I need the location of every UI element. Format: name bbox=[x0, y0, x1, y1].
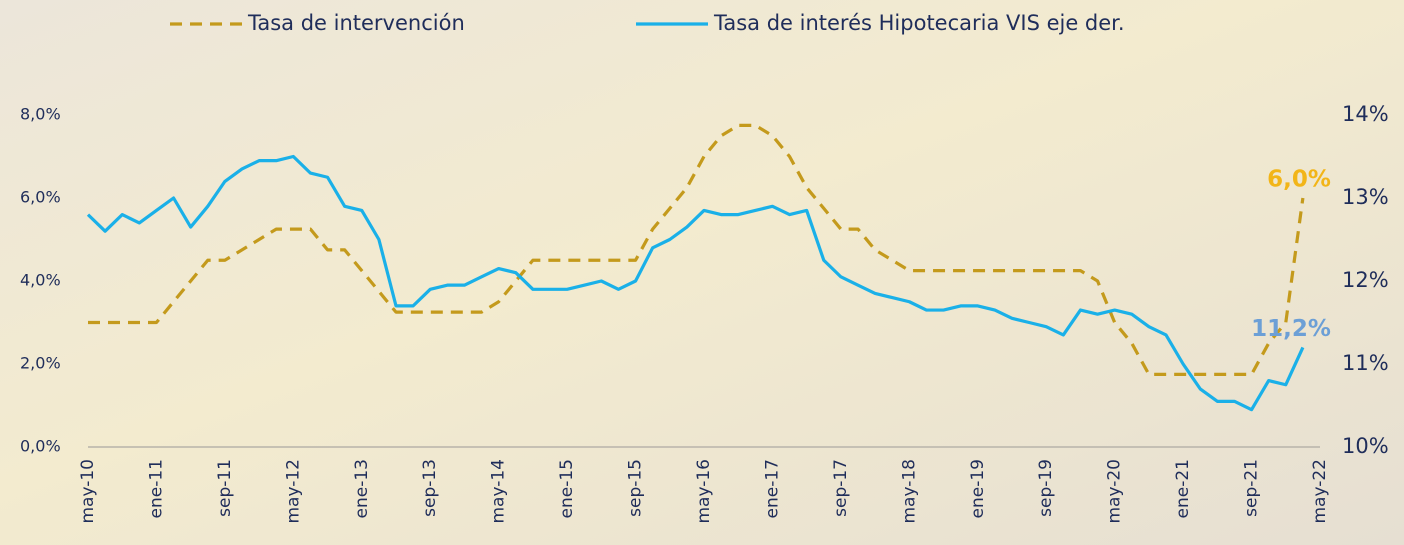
x-tick-label: sep-11 bbox=[215, 459, 235, 517]
y2-tick-label: 12% bbox=[1342, 268, 1389, 292]
y-tick-label: 2,0% bbox=[20, 354, 61, 373]
data-label: 6,0% bbox=[1267, 167, 1331, 193]
x-tick-label: may-18 bbox=[899, 459, 919, 524]
x-tick-label: may-16 bbox=[694, 459, 714, 524]
chart: 0,0% 2,0% 4,0% 6,0% 8,0% 10% 11% 12% 13% 14% may-1… bbox=[0, 0, 1404, 545]
x-tick-label: sep-19 bbox=[1036, 459, 1056, 517]
x-tick-label: may-20 bbox=[1105, 459, 1125, 524]
x-tick-label: sep-13 bbox=[420, 459, 440, 517]
y2-tick-label: 10% bbox=[1342, 434, 1389, 458]
y-tick-label: 8,0% bbox=[20, 105, 61, 124]
legend-label: Tasa de interés Hipotecaria VIS eje der. bbox=[713, 11, 1125, 35]
x-tick-label: may-10 bbox=[78, 459, 98, 524]
x-tick-label: ene-19 bbox=[968, 459, 988, 518]
x-tick-label: ene-17 bbox=[762, 459, 782, 518]
y-tick-label: 6,0% bbox=[20, 188, 61, 207]
x-tick-label: ene-13 bbox=[352, 459, 372, 518]
x-tick-label: may-22 bbox=[1310, 459, 1330, 524]
data-label: 11,2% bbox=[1251, 316, 1331, 342]
y-tick-label: 0,0% bbox=[20, 437, 61, 456]
page: 0,0% 2,0% 4,0% 6,0% 8,0% 10% 11% 12% 13% 14% may-1… bbox=[0, 0, 1404, 545]
x-tick-label: sep-21 bbox=[1242, 459, 1262, 517]
y2-tick-label: 11% bbox=[1342, 351, 1389, 375]
x-tick-label: sep-15 bbox=[626, 459, 646, 517]
y2-tick-label: 13% bbox=[1342, 185, 1389, 209]
x-tick-label: ene-21 bbox=[1173, 459, 1193, 518]
y2-tick-label: 14% bbox=[1342, 102, 1389, 126]
legend-label: Tasa de intervención bbox=[247, 11, 465, 35]
x-tick-label: may-14 bbox=[489, 459, 509, 524]
x-tick-label: may-12 bbox=[283, 459, 303, 524]
y-tick-label: 4,0% bbox=[20, 271, 61, 290]
x-tick-label: ene-11 bbox=[146, 459, 166, 518]
x-tick-label: sep-17 bbox=[831, 459, 851, 517]
x-tick-label: ene-15 bbox=[557, 459, 577, 518]
